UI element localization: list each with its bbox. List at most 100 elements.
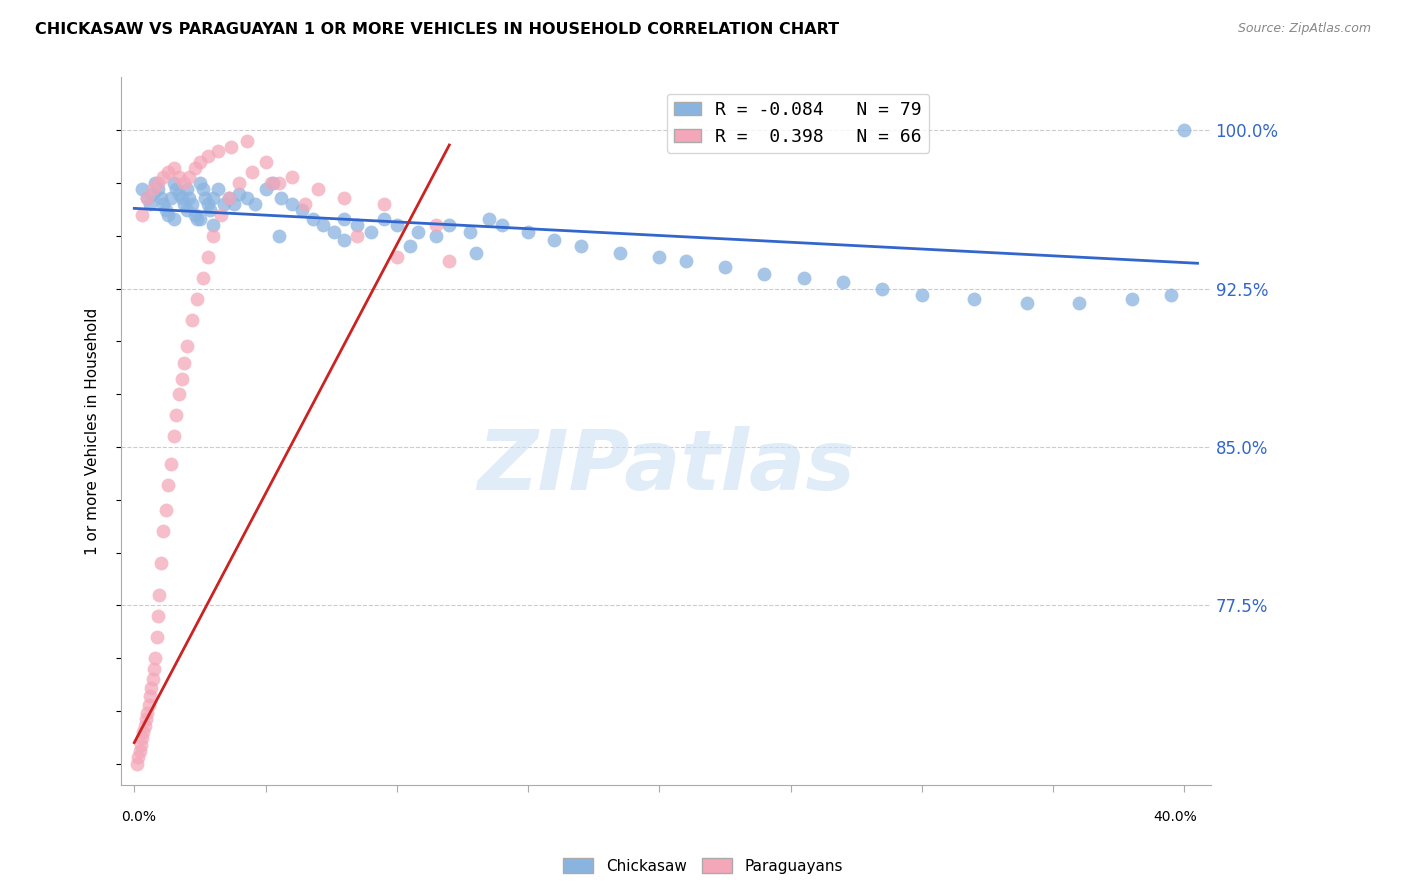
Point bbox=[281, 197, 304, 211]
Point bbox=[146, 182, 169, 196]
Point bbox=[146, 609, 169, 624]
Point bbox=[155, 203, 177, 218]
Point bbox=[1160, 288, 1182, 302]
Legend: R = -0.084   N = 79, R =  0.398   N = 66: R = -0.084 N = 79, R = 0.398 N = 66 bbox=[666, 94, 929, 153]
Point bbox=[173, 197, 195, 211]
Point bbox=[146, 176, 169, 190]
Point bbox=[197, 197, 219, 211]
Point bbox=[135, 713, 157, 727]
Point bbox=[139, 689, 162, 703]
Point bbox=[142, 673, 165, 687]
Point bbox=[173, 176, 195, 190]
Point bbox=[157, 165, 180, 179]
Point bbox=[425, 228, 447, 243]
Point bbox=[188, 155, 211, 169]
Point bbox=[167, 387, 190, 401]
Point bbox=[260, 176, 283, 190]
Point bbox=[872, 282, 894, 296]
Point bbox=[129, 738, 152, 752]
Point bbox=[162, 211, 184, 226]
Point bbox=[167, 169, 190, 184]
Point bbox=[152, 169, 174, 184]
Point bbox=[543, 233, 565, 247]
Point bbox=[162, 176, 184, 190]
Point bbox=[128, 744, 150, 758]
Text: 0.0%: 0.0% bbox=[121, 810, 156, 824]
Point bbox=[385, 250, 408, 264]
Point bbox=[202, 228, 225, 243]
Text: CHICKASAW VS PARAGUAYAN 1 OR MORE VEHICLES IN HOUSEHOLD CORRELATION CHART: CHICKASAW VS PARAGUAYAN 1 OR MORE VEHICL… bbox=[35, 22, 839, 37]
Point bbox=[301, 211, 323, 226]
Point bbox=[149, 556, 172, 570]
Point bbox=[218, 191, 240, 205]
Text: 40.0%: 40.0% bbox=[1154, 810, 1198, 824]
Point bbox=[425, 219, 447, 233]
Point bbox=[254, 155, 277, 169]
Point bbox=[136, 191, 159, 205]
Point bbox=[157, 478, 180, 492]
Point bbox=[307, 182, 329, 196]
Point bbox=[148, 588, 170, 602]
Point bbox=[478, 211, 501, 226]
Text: ZIPatlas: ZIPatlas bbox=[477, 426, 855, 507]
Point bbox=[183, 208, 205, 222]
Point bbox=[162, 429, 184, 443]
Point bbox=[262, 176, 284, 190]
Point bbox=[191, 182, 214, 196]
Point bbox=[312, 219, 335, 233]
Point bbox=[142, 182, 165, 196]
Point bbox=[1069, 296, 1091, 310]
Point bbox=[143, 176, 166, 190]
Point bbox=[222, 197, 245, 211]
Point bbox=[132, 725, 155, 739]
Point bbox=[143, 651, 166, 665]
Point bbox=[202, 191, 225, 205]
Point bbox=[569, 239, 592, 253]
Point bbox=[333, 233, 356, 247]
Point bbox=[136, 706, 159, 720]
Point bbox=[197, 148, 219, 162]
Point bbox=[346, 228, 368, 243]
Point bbox=[373, 211, 395, 226]
Point bbox=[491, 219, 513, 233]
Point bbox=[793, 271, 815, 285]
Point bbox=[138, 698, 160, 712]
Point bbox=[131, 731, 153, 746]
Point bbox=[1121, 292, 1143, 306]
Point bbox=[228, 176, 250, 190]
Point bbox=[212, 197, 235, 211]
Point bbox=[228, 186, 250, 201]
Point bbox=[134, 719, 156, 733]
Point bbox=[236, 134, 259, 148]
Point bbox=[714, 260, 737, 275]
Point bbox=[963, 292, 986, 306]
Point bbox=[160, 457, 183, 471]
Point bbox=[648, 250, 671, 264]
Point bbox=[439, 219, 461, 233]
Point bbox=[139, 197, 162, 211]
Point bbox=[439, 254, 461, 268]
Point bbox=[181, 197, 204, 211]
Point bbox=[270, 191, 292, 205]
Point bbox=[207, 182, 229, 196]
Point bbox=[322, 225, 344, 239]
Point bbox=[1173, 123, 1195, 137]
Point bbox=[188, 211, 211, 226]
Point bbox=[267, 228, 290, 243]
Point bbox=[160, 191, 183, 205]
Point bbox=[179, 191, 201, 205]
Point bbox=[183, 161, 205, 176]
Point bbox=[176, 203, 198, 218]
Point bbox=[281, 169, 304, 184]
Point bbox=[131, 208, 153, 222]
Point bbox=[346, 219, 368, 233]
Point bbox=[243, 197, 266, 211]
Point bbox=[832, 275, 855, 289]
Point bbox=[176, 182, 198, 196]
Text: Source: ZipAtlas.com: Source: ZipAtlas.com bbox=[1237, 22, 1371, 36]
Point bbox=[136, 191, 159, 205]
Point bbox=[754, 267, 776, 281]
Point bbox=[179, 169, 201, 184]
Point bbox=[152, 197, 174, 211]
Point bbox=[675, 254, 697, 268]
